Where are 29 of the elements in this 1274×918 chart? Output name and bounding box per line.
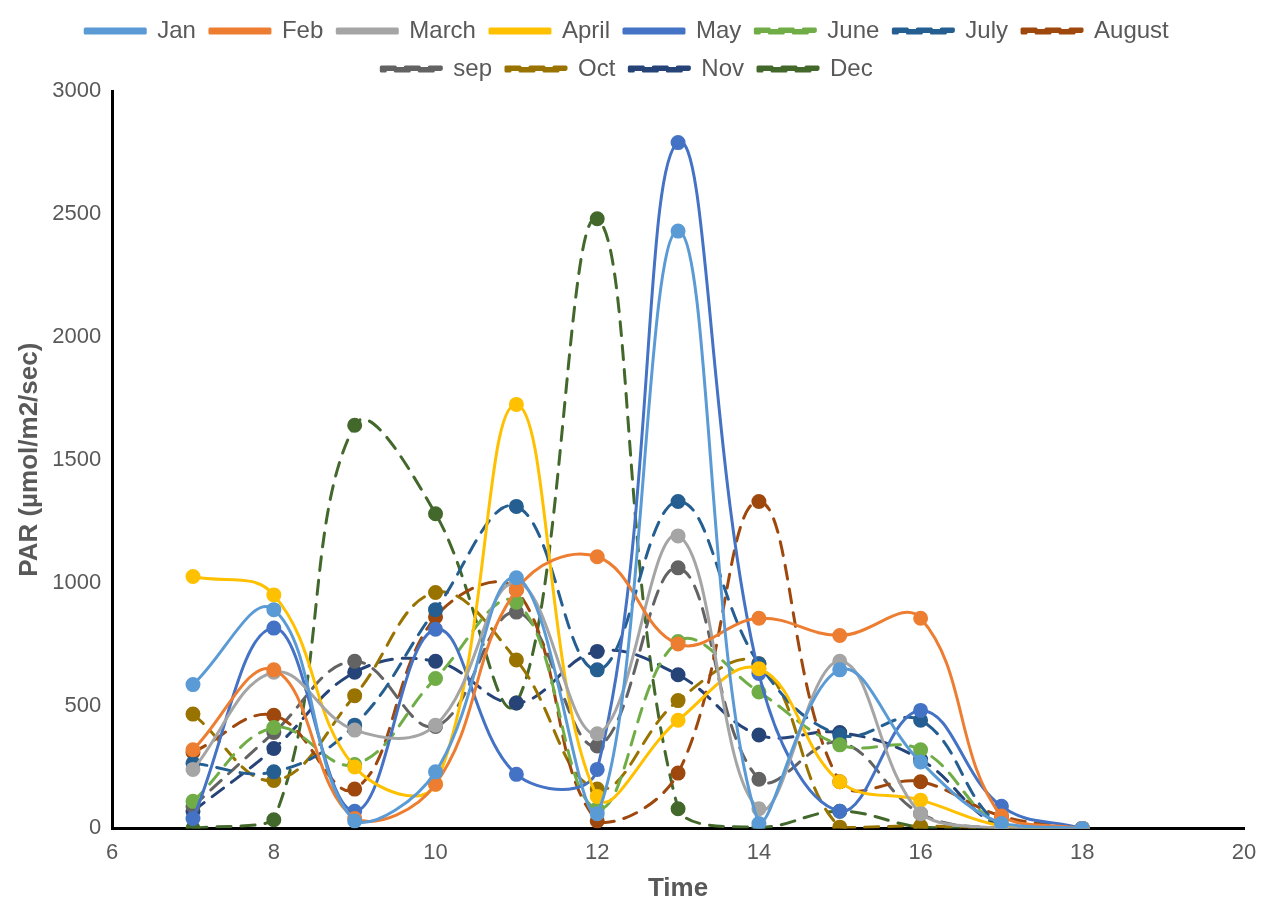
legend-label: June [827,15,880,43]
x-tick-label: 16 [908,838,933,864]
y-tick-label: 2000 [52,322,102,348]
y-tick-label: 1000 [52,568,102,594]
legend-label: Nov [701,53,745,81]
legend-label: March [409,15,476,43]
x-tick-label: 14 [746,838,772,864]
y-tick-label: 0 [88,814,102,840]
legend-label: sep [453,53,493,81]
y-axis-title: PAR (µmol/m2/sec) [12,342,43,577]
legend-label: Jan [157,15,196,43]
legend-label: August [1094,15,1170,43]
x-tick-label: 10 [423,838,448,864]
x-tick-label: 8 [267,838,280,864]
legend-label: Feb [281,15,324,43]
legend-label: April [561,15,610,43]
y-tick-label: 2500 [52,199,102,225]
y-tick-label: 3000 [52,77,102,103]
x-tick-label: 6 [106,838,119,864]
x-axis-title: Time [647,871,709,902]
x-tick-label: 18 [1070,838,1095,864]
x-tick-label: 12 [584,838,610,864]
y-tick-label: 500 [64,691,102,717]
legend-label: May [695,15,742,43]
legend-label: Oct [578,53,616,81]
legend-label: July [965,15,1009,43]
y-tick-label: 1500 [52,445,102,471]
legend-label: Dec [830,53,873,81]
x-tick-label: 20 [1231,838,1257,864]
